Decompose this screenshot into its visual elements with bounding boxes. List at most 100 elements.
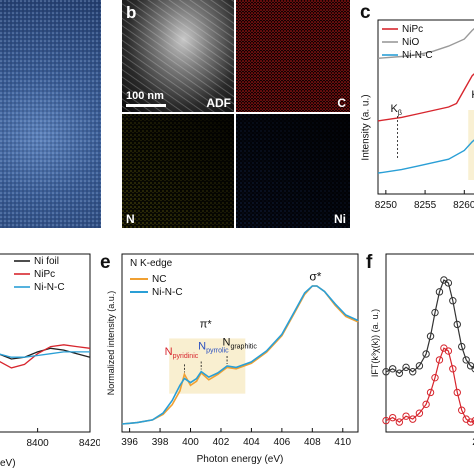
plot-frame <box>0 253 91 433</box>
series-line-nio <box>377 27 474 59</box>
ni-label: Ni <box>334 212 346 226</box>
data-point <box>435 356 444 364</box>
plot-frame <box>121 253 359 433</box>
data-point <box>426 388 435 397</box>
x-tick-label: 8400 <box>26 438 49 449</box>
chart-d: Ni foil NiPc Ni-N-C 8400 8420 eV) <box>0 253 100 469</box>
tem-image <box>0 0 101 228</box>
data-point <box>382 368 390 376</box>
n-map-texture <box>122 114 234 228</box>
data-point <box>444 347 453 355</box>
x-tick-label: 404 <box>243 437 260 448</box>
x-axis-label: Photon energy (eV) <box>197 454 284 465</box>
tem-texture <box>0 0 101 228</box>
x-axis-label: eV) <box>0 458 16 469</box>
data-point <box>415 362 424 370</box>
fit-line <box>385 279 474 374</box>
n-label: N <box>126 212 135 226</box>
x-tick-label: 402 <box>213 437 230 448</box>
legend-label: Ni-N-C <box>152 287 183 298</box>
series-line-nipc <box>377 73 474 122</box>
panel-letter-e: e <box>100 252 111 273</box>
data-point <box>431 308 439 317</box>
kb-subscript: β <box>398 110 402 117</box>
c-label: C <box>337 96 346 110</box>
x-tick-label: 398 <box>152 437 169 448</box>
legend-label: Ni foil <box>34 256 59 267</box>
data-point <box>382 416 390 425</box>
n-graphitic-subscript: graphitic <box>230 343 257 350</box>
panel-c-ylabel: Intensity (a. u.) <box>360 94 372 161</box>
n-pyridinic-subscript: pyridinic <box>173 353 199 360</box>
series-line-ni-n-c <box>377 139 474 174</box>
kb-label: Kβ <box>391 103 402 117</box>
adf-label: ADF <box>206 96 231 110</box>
x-tick-label: 8255 <box>414 200 437 211</box>
data-point <box>402 363 410 372</box>
adf-texture <box>122 0 234 112</box>
chart-c: Kβ K NiPc NiO Ni-N-C 8250 8255 8260 <box>375 19 474 211</box>
data-point <box>395 369 404 377</box>
data-point <box>458 342 466 351</box>
c-map: C <box>236 0 350 112</box>
data-point <box>422 400 430 409</box>
data-point <box>462 356 470 364</box>
sigma-star-label: σ* <box>309 269 321 283</box>
data-point <box>444 279 453 287</box>
panel-letter-f: f <box>366 252 373 273</box>
data-point <box>453 320 461 329</box>
y-axis-label: Normalized intensity (a.u.) <box>106 291 116 396</box>
plot-frame <box>377 19 474 195</box>
data-point <box>388 413 397 422</box>
ni-map-texture <box>236 114 350 228</box>
data-point <box>449 297 457 305</box>
series-line-ni-foil <box>0 347 91 360</box>
highlight-band <box>468 110 474 180</box>
data-point <box>458 406 466 414</box>
x-tick-label: 408 <box>304 437 321 448</box>
data-point <box>422 350 430 358</box>
data-point <box>471 417 474 425</box>
n-map: N <box>122 114 234 228</box>
data-point <box>426 332 435 340</box>
data-point <box>402 412 410 420</box>
c-map-texture <box>236 0 350 112</box>
series-line-ni-n-c <box>121 285 359 425</box>
series-line-nipc <box>0 344 91 369</box>
data-point <box>415 409 424 417</box>
data-point <box>471 365 474 373</box>
scale-bar-label: 100 nm <box>126 90 164 102</box>
plot-frame <box>385 253 474 433</box>
adf-map: b 100 nm ADF <box>122 0 234 112</box>
x-tick-label: 396 <box>121 437 138 448</box>
data-point <box>453 388 461 397</box>
legend-label: NiPc <box>34 269 55 280</box>
data-point <box>409 415 417 423</box>
scale-bar <box>126 104 166 107</box>
data-point <box>388 365 397 373</box>
panel-b: b 100 nm ADF C <box>122 0 350 228</box>
legend-label: NC <box>152 274 166 285</box>
legend-label: Ni-N-C <box>34 282 65 293</box>
n-pyrrolic-subscript: pyrrolic <box>206 347 229 354</box>
x-tick-label: 2 <box>472 437 474 448</box>
chart-f: 2 IFT(k³χ(k)) (a. u.) <box>370 253 474 448</box>
legend-label: NiPc <box>402 24 423 35</box>
x-tick-label: 400 <box>182 437 199 448</box>
data-point <box>395 418 404 426</box>
data-point <box>431 373 439 382</box>
y-axis-label: IFT(k³χ(k)) (a. u.) <box>370 309 380 377</box>
x-tick-label: 8420 <box>79 438 100 449</box>
data-point <box>435 288 444 296</box>
fit-line <box>385 347 474 423</box>
data-point <box>409 368 417 376</box>
chart-e-title: N K-edge <box>130 258 173 269</box>
panel-letter-c: c <box>360 2 371 23</box>
legend-label: Ni-N-C <box>402 50 433 61</box>
legend-label: NiO <box>402 37 419 48</box>
series-line-ni-n-c <box>0 351 90 358</box>
data-point <box>449 365 457 373</box>
x-tick-label: 8260 <box>453 200 474 211</box>
x-tick-label: 406 <box>274 437 291 448</box>
